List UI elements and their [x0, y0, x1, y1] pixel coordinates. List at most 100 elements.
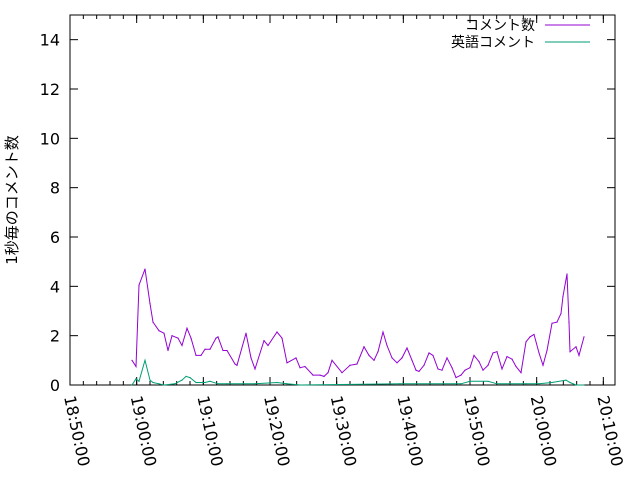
data-point	[254, 383, 256, 385]
data-point	[566, 273, 568, 275]
data-point	[423, 364, 425, 366]
data-point	[542, 364, 544, 366]
data-point	[131, 384, 133, 386]
data-point	[152, 321, 154, 323]
x-tick-label: 19:50:00	[460, 394, 494, 468]
data-point	[451, 367, 453, 369]
data-point	[185, 375, 187, 377]
data-point	[245, 332, 247, 334]
data-point	[158, 330, 160, 332]
data-point	[368, 354, 370, 356]
data-point	[487, 364, 489, 366]
data-point	[304, 365, 306, 368]
data-point	[149, 303, 151, 305]
data-point	[171, 335, 173, 337]
data-point	[204, 381, 206, 384]
data-point	[546, 349, 548, 352]
data-point	[236, 364, 238, 366]
data-point	[460, 374, 462, 376]
data-point	[138, 380, 140, 382]
data-point	[195, 381, 197, 384]
x-tick-label: 19:30:00	[327, 394, 361, 468]
data-point	[578, 354, 580, 356]
data-point	[181, 379, 183, 381]
x-tick-label: 19:20:00	[260, 394, 294, 468]
x-tick-label: 19:00:00	[127, 394, 161, 468]
data-point	[432, 354, 434, 356]
data-point	[551, 381, 553, 384]
data-point	[415, 369, 417, 371]
data-point	[377, 351, 379, 353]
data-point	[222, 349, 224, 352]
data-point	[455, 377, 457, 379]
data-point	[312, 374, 314, 376]
data-point	[200, 354, 202, 356]
data-point	[163, 332, 165, 334]
data-point	[399, 383, 401, 385]
data-point	[204, 348, 206, 350]
series-line-1	[131, 358, 584, 386]
data-point	[529, 336, 531, 338]
data-point	[525, 383, 527, 385]
data-point	[281, 337, 283, 339]
data-point	[341, 372, 343, 374]
data-point	[327, 372, 329, 374]
data-point	[520, 372, 522, 374]
data-point	[492, 352, 494, 354]
data-point	[286, 362, 288, 364]
data-point	[263, 340, 265, 342]
data-point	[363, 346, 365, 348]
data-point	[569, 351, 571, 353]
data-point	[356, 363, 358, 365]
data-point	[177, 337, 179, 339]
data-point	[250, 357, 252, 359]
data-point	[131, 359, 133, 361]
data-point	[515, 365, 517, 368]
x-tick-label: 20:00:00	[527, 394, 561, 468]
data-point	[511, 358, 513, 360]
series-group	[131, 268, 585, 386]
y-tick-label: 14	[40, 31, 60, 50]
legend-label: 英語コメント	[451, 34, 535, 51]
data-point	[396, 362, 398, 364]
data-point	[319, 374, 321, 376]
data-point	[446, 357, 448, 359]
data-point	[411, 359, 413, 361]
y-tick-label: 10	[40, 129, 60, 148]
data-point	[496, 351, 498, 353]
y-tick-label: 4	[50, 277, 60, 296]
data-point	[217, 383, 219, 385]
data-point	[478, 360, 480, 363]
data-point	[209, 380, 211, 382]
data-point	[533, 333, 535, 336]
data-point	[299, 367, 301, 369]
x-tick-label: 20:10:00	[593, 394, 627, 468]
data-point	[276, 381, 278, 384]
data-point	[501, 368, 503, 370]
y-tick-label: 8	[50, 179, 60, 198]
data-point	[174, 383, 176, 385]
data-point	[331, 359, 333, 361]
data-point	[556, 321, 558, 323]
data-point	[167, 349, 169, 352]
data-point	[469, 380, 471, 382]
data-point	[158, 383, 160, 385]
series-line-0	[131, 268, 585, 379]
data-point	[583, 384, 585, 386]
axes: 0 2 4 6 8 10 12 14 18:50:00 19:00:00 19:10:00 19:20…	[40, 14, 627, 468]
y-tick-label: 0	[50, 376, 60, 395]
data-point	[276, 331, 278, 333]
data-point	[401, 357, 403, 359]
data-point	[460, 383, 462, 385]
data-point	[437, 368, 439, 370]
data-point	[469, 367, 471, 369]
data-point	[149, 379, 151, 381]
data-point	[135, 365, 137, 368]
data-point	[138, 284, 140, 286]
legend-label: コメント数	[465, 18, 535, 34]
data-point	[496, 383, 498, 385]
data-point	[482, 369, 484, 371]
data-point	[186, 327, 188, 329]
